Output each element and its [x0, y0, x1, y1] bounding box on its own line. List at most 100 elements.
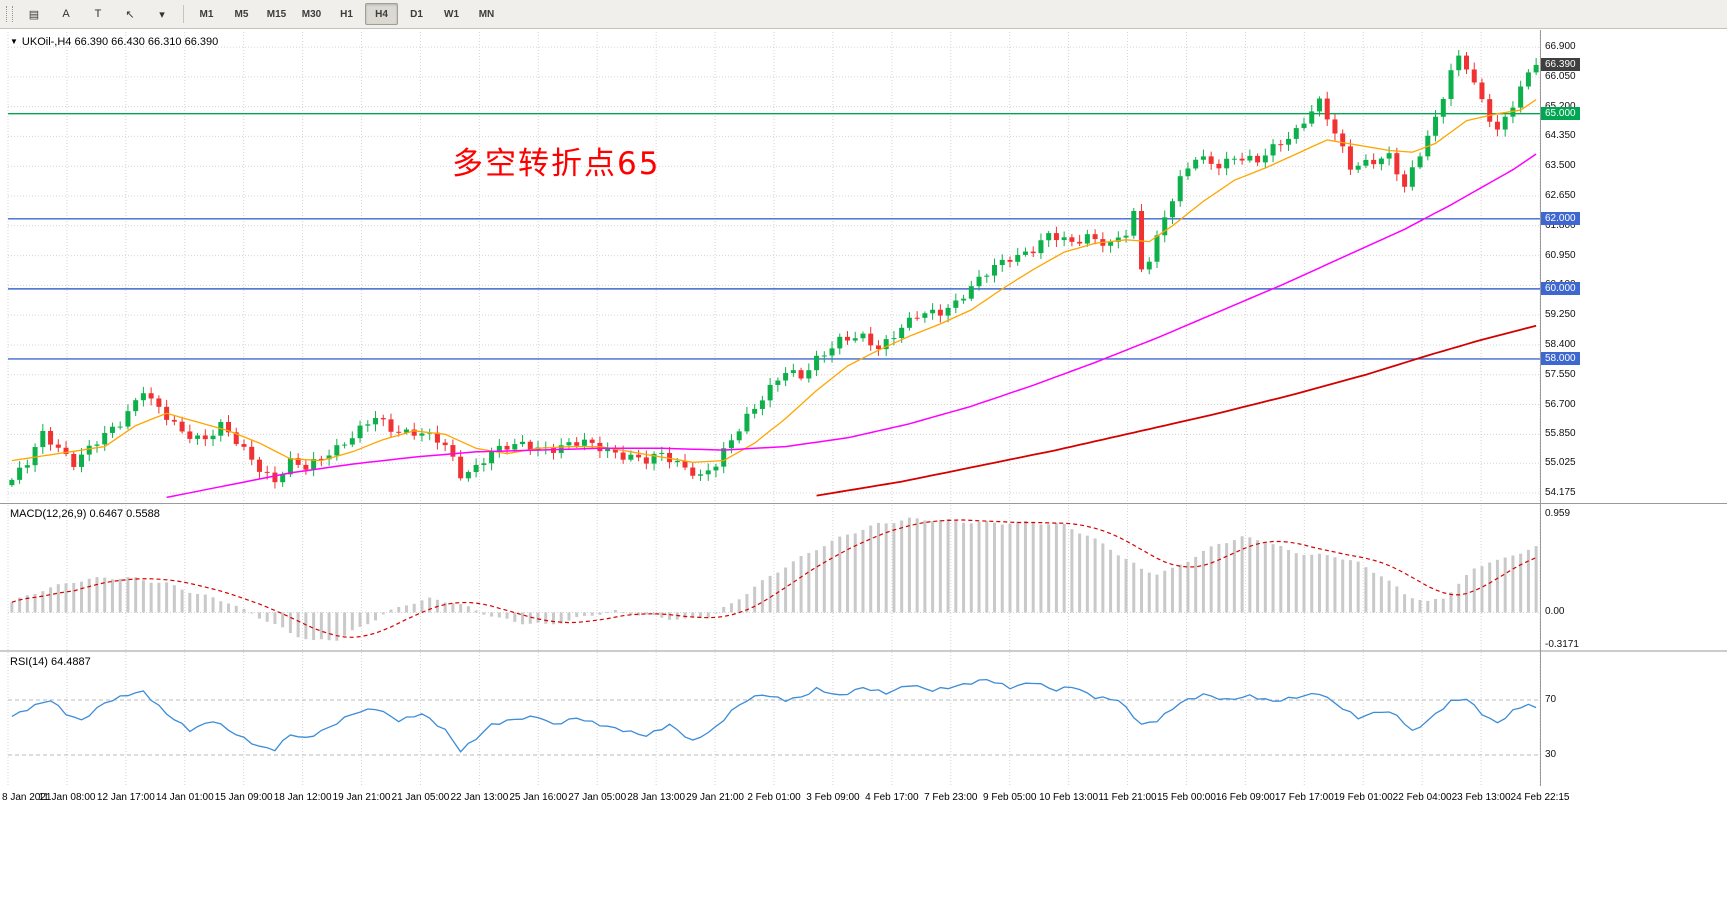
macd-histogram [10, 517, 1538, 641]
text-tool-button[interactable]: A [51, 3, 81, 25]
time-axis-label: 18 Jan 12:00 [273, 792, 332, 803]
macd-title-label: MACD(12,26,9) [10, 508, 87, 520]
timeframe-buttons-group: M1 M5 M15 M30 H1 H4 D1 W1 MN [190, 3, 503, 25]
price-axis-label: 60.950 [1545, 249, 1576, 261]
price-axis-label: 54.175 [1545, 487, 1576, 498]
time-axis-label: 4 Feb 17:00 [865, 792, 919, 803]
time-axis-label: 22 Jan 13:00 [450, 792, 509, 803]
price-axis-label: 57.550 [1545, 368, 1576, 380]
annotation-text: 多空转折点65 [452, 146, 661, 182]
symbol-title: ▼ UKOil-,H4 66.390 66.430 66.310 66.390 [10, 36, 218, 48]
hline-price-badge: 58.000 [1541, 351, 1580, 365]
time-axis-label: 8 Jan 2021 [2, 792, 52, 803]
text-tool-icon: A [62, 8, 70, 20]
macd-axis-label: 0.959 [1545, 508, 1571, 519]
ma-slow-line [816, 324, 1537, 497]
hline-price-badge: 60.000 [1541, 281, 1580, 295]
time-axis-label: 19 Feb 01:00 [1333, 792, 1393, 803]
time-axis-label: 7 Feb 23:00 [924, 792, 978, 803]
time-axis-label: 25 Jan 16:00 [509, 792, 568, 803]
timeframe-button-m5[interactable]: M5 [234, 8, 249, 20]
time-axis-label: 16 Feb 09:00 [1215, 792, 1275, 803]
timeframe-button-d1[interactable]: D1 [410, 8, 423, 20]
rsi-title-label: RSI(14) [10, 656, 48, 668]
time-axis-label: 28 Jan 13:00 [627, 792, 686, 803]
tools-dropdown-button[interactable]: ▾ [147, 3, 177, 25]
time-axis-label: 9 Feb 05:00 [983, 792, 1037, 803]
hline-price-badge: 62.000 [1541, 211, 1580, 225]
price-axis-label: 58.400 [1545, 338, 1576, 350]
price-axis-label: 55.850 [1545, 428, 1576, 440]
toolbar-separator [183, 5, 184, 23]
timeframe-button-m30[interactable]: M30 [301, 8, 322, 20]
ma-mid-line [166, 153, 1537, 499]
time-axis-label: 10 Feb 13:00 [1039, 792, 1099, 803]
macd-axis-label: -0.3171 [1545, 639, 1579, 650]
macd-title: MACD(12,26,9) 0.6467 0.5588 [10, 508, 160, 520]
time-axis-label: 23 Feb 13:00 [1451, 792, 1511, 803]
time-axis-label: 12 Jan 17:00 [96, 792, 155, 803]
price-axis[interactable]: 66.900 66.050 65.200 64.350 63.500 62.650 61.8… [1540, 30, 1727, 786]
tools-dropdown-icon: ▾ [159, 8, 165, 21]
time-axis-label: 2 Feb 01:00 [747, 792, 801, 803]
panel-borders [0, 30, 1727, 787]
time-axis-label: 22 Feb 04:00 [1392, 792, 1452, 803]
time-axis-label: 11 Jan 08:00 [38, 792, 96, 803]
horizontal-level-lines [8, 112, 1540, 360]
rsi-line [11, 678, 1537, 753]
time-axis-label: 29 Jan 21:00 [686, 792, 744, 803]
rsi-levels [8, 699, 1540, 756]
price-axis-label: 62.650 [1545, 190, 1576, 201]
rsi-level-label: 70 [1545, 694, 1557, 705]
timeframe-button-mn[interactable]: MN [478, 8, 495, 20]
price-axis-label: 61.800 [1545, 219, 1576, 231]
price-axis-label: 63.500 [1545, 160, 1576, 172]
rsi-title: RSI(14) 64.4887 [10, 656, 91, 668]
timeframe-button-m15[interactable]: M15 [266, 8, 287, 20]
timeframe-button-m1[interactable]: M1 [199, 8, 214, 20]
current-price-badge: 66.390 [1541, 57, 1580, 71]
timeframe-button-h4[interactable]: H4 [365, 3, 398, 25]
time-axis-label: 11 Feb 21:00 [1098, 792, 1157, 803]
timeframe-button-w1[interactable]: W1 [444, 8, 459, 20]
toolbar: ▤ A T ↖ ▾ M1 M5 M15 M30 H1 H4 D1 W1 MN [0, 0, 1727, 29]
price-axis-label: 66.900 [1545, 41, 1576, 53]
time-axis-label: 17 Feb 17:00 [1274, 792, 1334, 803]
macd-title-values: 0.6467 0.5588 [89, 508, 160, 520]
price-axis-label: 59.250 [1545, 309, 1576, 321]
time-axis-label: 21 Jan 05:00 [391, 792, 450, 803]
cursor-tool-button[interactable]: ↖ [115, 3, 145, 25]
gridlines [7, 32, 1541, 786]
time-axis-label: 15 Jan 09:00 [214, 792, 273, 803]
symbol-title-text: UKOil-,H4 66.390 66.430 66.310 66.390 [21, 36, 219, 48]
label-tool-icon: T [94, 8, 102, 20]
price-axis-label: 56.700 [1545, 398, 1576, 410]
price-axis-label: 65.200 [1545, 101, 1576, 113]
time-axis-label: 3 Feb 09:00 [806, 792, 860, 803]
toolbar-tools-group: ▤ A T ↖ ▾ [19, 3, 177, 25]
time-axis-label: 14 Jan 01:00 [155, 792, 214, 803]
chart-objects-button[interactable]: ▤ [19, 3, 49, 25]
rsi-level-label: 30 [1545, 749, 1557, 760]
macd-axis-label: 0.00 [1545, 606, 1565, 618]
candlesticks [9, 50, 1539, 489]
time-axis-label: 27 Jan 05:00 [568, 792, 627, 803]
price-axis-label: 66.050 [1545, 70, 1576, 82]
collapse-triangle-icon: ▼ [10, 37, 18, 46]
time-axis[interactable]: 8 Jan 2021 11 Jan 08:00 12 Jan 17:00 14 Jan… [0, 786, 1727, 812]
time-axis-label: 19 Jan 21:00 [332, 792, 391, 803]
toolbar-drag-handle[interactable] [6, 6, 13, 22]
chart-objects-icon: ▤ [28, 8, 40, 21]
macd-signal-line [11, 519, 1537, 638]
rsi-title-value: 64.4887 [50, 656, 91, 668]
timeframe-button-h1[interactable]: H1 [340, 8, 353, 20]
ma-fast-line [11, 99, 1537, 463]
label-tool-button[interactable]: T [83, 3, 113, 25]
cursor-tool-icon: ↖ [125, 8, 135, 21]
price-axis-label: 55.025 [1545, 457, 1576, 469]
time-axis-label: 15 Feb 00:00 [1156, 792, 1216, 803]
hline-price-badge: 65.000 [1541, 106, 1580, 120]
price-axis-label: 64.350 [1545, 130, 1576, 142]
